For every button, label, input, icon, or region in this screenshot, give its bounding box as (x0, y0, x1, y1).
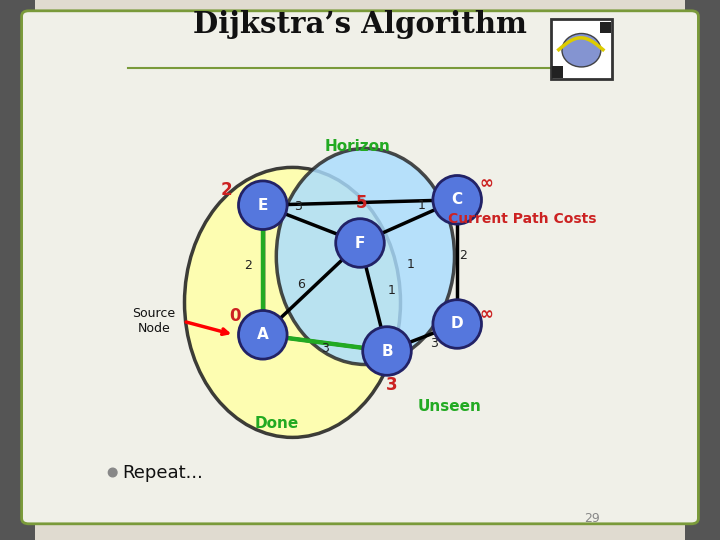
Text: E: E (258, 198, 268, 213)
Text: 2: 2 (459, 249, 467, 262)
Text: Unseen: Unseen (417, 399, 481, 414)
Circle shape (336, 219, 384, 267)
Circle shape (433, 300, 482, 348)
Text: A: A (257, 327, 269, 342)
Text: 2: 2 (244, 259, 252, 272)
Text: 6: 6 (297, 278, 305, 291)
Text: 0: 0 (229, 307, 240, 325)
Text: Source
Node: Source Node (132, 307, 175, 335)
Text: 1: 1 (387, 284, 395, 297)
Ellipse shape (184, 167, 400, 437)
Text: 3: 3 (430, 338, 438, 350)
Bar (552, 66, 563, 78)
Text: 1: 1 (407, 258, 415, 271)
Circle shape (238, 181, 287, 230)
Circle shape (433, 176, 482, 224)
Text: F: F (355, 235, 365, 251)
Text: 1: 1 (418, 199, 426, 212)
Text: D: D (451, 316, 464, 332)
Text: ∞: ∞ (480, 305, 494, 323)
Ellipse shape (276, 148, 454, 364)
Circle shape (363, 327, 411, 375)
Bar (600, 22, 611, 33)
Text: Horizon: Horizon (325, 139, 390, 154)
Circle shape (108, 468, 117, 477)
Text: B: B (381, 343, 393, 359)
Text: Repeat...: Repeat... (122, 463, 203, 482)
Text: 29: 29 (585, 512, 600, 525)
Circle shape (238, 310, 287, 359)
Text: 2: 2 (220, 181, 232, 199)
Text: 3: 3 (294, 200, 302, 213)
Text: 3: 3 (321, 342, 329, 355)
Text: ∞: ∞ (480, 174, 494, 193)
Text: 5: 5 (356, 193, 367, 212)
Text: Current Path Costs: Current Path Costs (448, 212, 596, 226)
Text: Done: Done (254, 416, 298, 431)
Text: Dijkstra’s Algorithm: Dijkstra’s Algorithm (193, 10, 527, 39)
Text: C: C (451, 192, 463, 207)
Text: 3: 3 (385, 376, 397, 394)
Ellipse shape (562, 33, 601, 67)
FancyBboxPatch shape (552, 19, 612, 79)
